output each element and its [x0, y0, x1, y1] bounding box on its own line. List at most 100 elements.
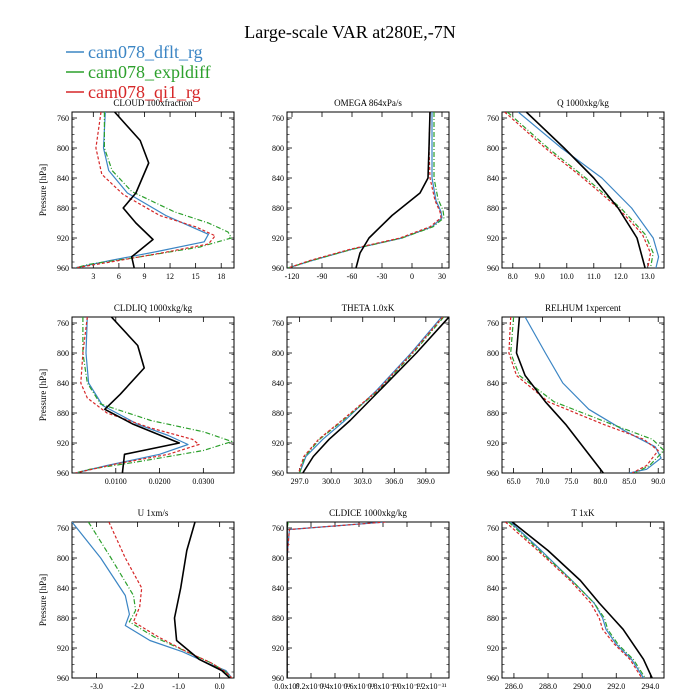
y-tick-label: 920	[487, 439, 499, 448]
series-group	[74, 112, 232, 268]
series-line-obs	[114, 112, 154, 268]
x-tick-label: 297.0	[291, 477, 309, 486]
y-tick-label: 800	[487, 144, 499, 153]
y-tick-label: 840	[487, 174, 499, 183]
y-tick-label: 760	[57, 524, 69, 533]
y-tick-label: 920	[57, 439, 69, 448]
panel-title: CLDICE 1000xkg/kg	[329, 508, 407, 518]
y-tick-label: 880	[272, 409, 284, 418]
y-tick-label: 880	[57, 614, 69, 623]
y-tick-label: 960	[487, 674, 499, 683]
x-tick-label: 286.0	[505, 682, 523, 691]
series-group	[287, 522, 386, 678]
series-group	[504, 112, 660, 268]
x-tick-label: 0.0100	[105, 477, 127, 486]
plot-frame	[71, 316, 235, 474]
series-line-cam078_dflt_rg	[287, 522, 386, 678]
x-tick-label: 0	[410, 272, 414, 281]
x-tick-label: 292.0	[607, 682, 625, 691]
x-tick-label: 90.0	[651, 477, 665, 486]
series-line-obs	[525, 112, 646, 268]
x-tick-label: 0.0300	[192, 477, 214, 486]
y-tick-label: 800	[272, 349, 284, 358]
y-tick-label: 800	[57, 554, 69, 563]
series-line-obs	[104, 317, 181, 473]
x-tick-label: 6	[117, 272, 121, 281]
x-tick-label: 80.0	[593, 477, 607, 486]
y-tick-label: 840	[57, 174, 69, 183]
y-tick-label: 800	[57, 349, 69, 358]
series-line-cam078_dflt_rg	[72, 522, 233, 678]
x-tick-label: -120	[285, 272, 300, 281]
x-tick-label: 30	[438, 272, 446, 281]
panel-2: Q 1000xkg/kg 760 800 840 880 920 960 8.0 9.0 10.0…	[487, 98, 665, 281]
series-line-cam078_expldiff	[75, 317, 233, 473]
series-line-obs	[173, 522, 231, 678]
x-tick-label: -3.0	[90, 682, 103, 691]
panel-title: CLOUD 100xfraction	[113, 98, 193, 108]
series-line-cam078_qi1_rg	[75, 317, 200, 473]
panels-grid: CLOUD 100xfraction 760 800 840 880 920 960 3 6 9 1…	[38, 98, 665, 691]
x-tick-label: 0.6x10⁻³¹	[343, 682, 375, 691]
panel-title: U 1xm/s	[138, 508, 169, 518]
x-tick-label: 0.8x10⁻³¹	[367, 682, 399, 691]
series-group	[75, 317, 233, 473]
y-tick-label: 760	[272, 524, 284, 533]
y-tick-label: 760	[272, 319, 284, 328]
legend-label: cam078_dflt_rg	[88, 42, 203, 62]
y-tick-label: 880	[487, 409, 499, 418]
series-line-cam078_dflt_rg	[74, 112, 209, 268]
series-line-cam078_expldiff	[510, 317, 664, 473]
x-tick-label: 1.2x10⁻³¹	[415, 682, 447, 691]
y-tick-label: 800	[272, 144, 284, 153]
series-line-obs	[511, 522, 653, 678]
plot-frame	[286, 111, 450, 269]
y-tick-label: 840	[272, 584, 284, 593]
x-tick-label: 300.0	[322, 477, 340, 486]
x-tick-label: 288.0	[539, 682, 557, 691]
y-tick-label: 840	[487, 584, 499, 593]
series-line-cam078_qi1_rg	[287, 112, 442, 268]
series-line-cam078_dflt_rg	[510, 522, 645, 678]
panel-5: RELHUM 1xpercent 760 800 840 880 920 960 65.0 70…	[487, 303, 665, 486]
series-line-cam078_qi1_rg	[504, 112, 652, 268]
y-tick-label: 960	[57, 674, 69, 683]
y-tick-label: 880	[272, 614, 284, 623]
series-line-cam078_qi1_rg	[298, 317, 444, 473]
y-axis-label: Pressure [hPa]	[38, 369, 48, 421]
panel-title: Q 1000xkg/kg	[557, 98, 609, 108]
y-axis-label: Pressure [hPa]	[38, 164, 48, 216]
x-tick-label: -90	[317, 272, 328, 281]
panel-title: RELHUM 1xpercent	[545, 303, 621, 313]
series-line-cam078_dflt_rg	[299, 317, 443, 473]
series-line-cam078_expldiff	[508, 522, 646, 678]
panel-title: CLDLIQ 1000xkg/kg	[114, 303, 193, 313]
x-tick-label: 0.2x10⁻³¹	[295, 682, 327, 691]
series-line-obs	[355, 112, 431, 268]
y-tick-label: 920	[57, 234, 69, 243]
panel-1: OMEGA 864xPa/s 760 800 840 880 920 960-120 -90 -…	[272, 98, 450, 281]
legend: cam078_dflt_rgcam078_expldiffcam078_qi1_…	[66, 42, 211, 102]
y-tick-label: 880	[487, 614, 499, 623]
plot-frame	[71, 111, 235, 269]
series-group	[505, 522, 653, 678]
x-tick-label: 9	[142, 272, 146, 281]
x-tick-label: 65.0	[507, 477, 521, 486]
x-tick-label: 1.0x10⁻³¹	[391, 682, 423, 691]
x-tick-label: 18	[217, 272, 225, 281]
legend-label: cam078_expldiff	[88, 62, 211, 82]
y-tick-label: 760	[487, 319, 499, 328]
y-tick-label: 800	[272, 554, 284, 563]
plot-frame	[286, 521, 450, 679]
plot-frame	[501, 111, 665, 269]
series-line-cam078_qi1_rg	[108, 522, 233, 678]
plot-frame	[501, 521, 665, 679]
x-tick-label: 0.0	[215, 682, 225, 691]
series-line-cam078_expldiff	[299, 317, 445, 473]
series-group	[287, 112, 445, 268]
y-tick-label: 960	[272, 674, 284, 683]
x-tick-label: 12	[166, 272, 174, 281]
y-tick-label: 920	[272, 439, 284, 448]
series-line-obs	[515, 317, 604, 473]
